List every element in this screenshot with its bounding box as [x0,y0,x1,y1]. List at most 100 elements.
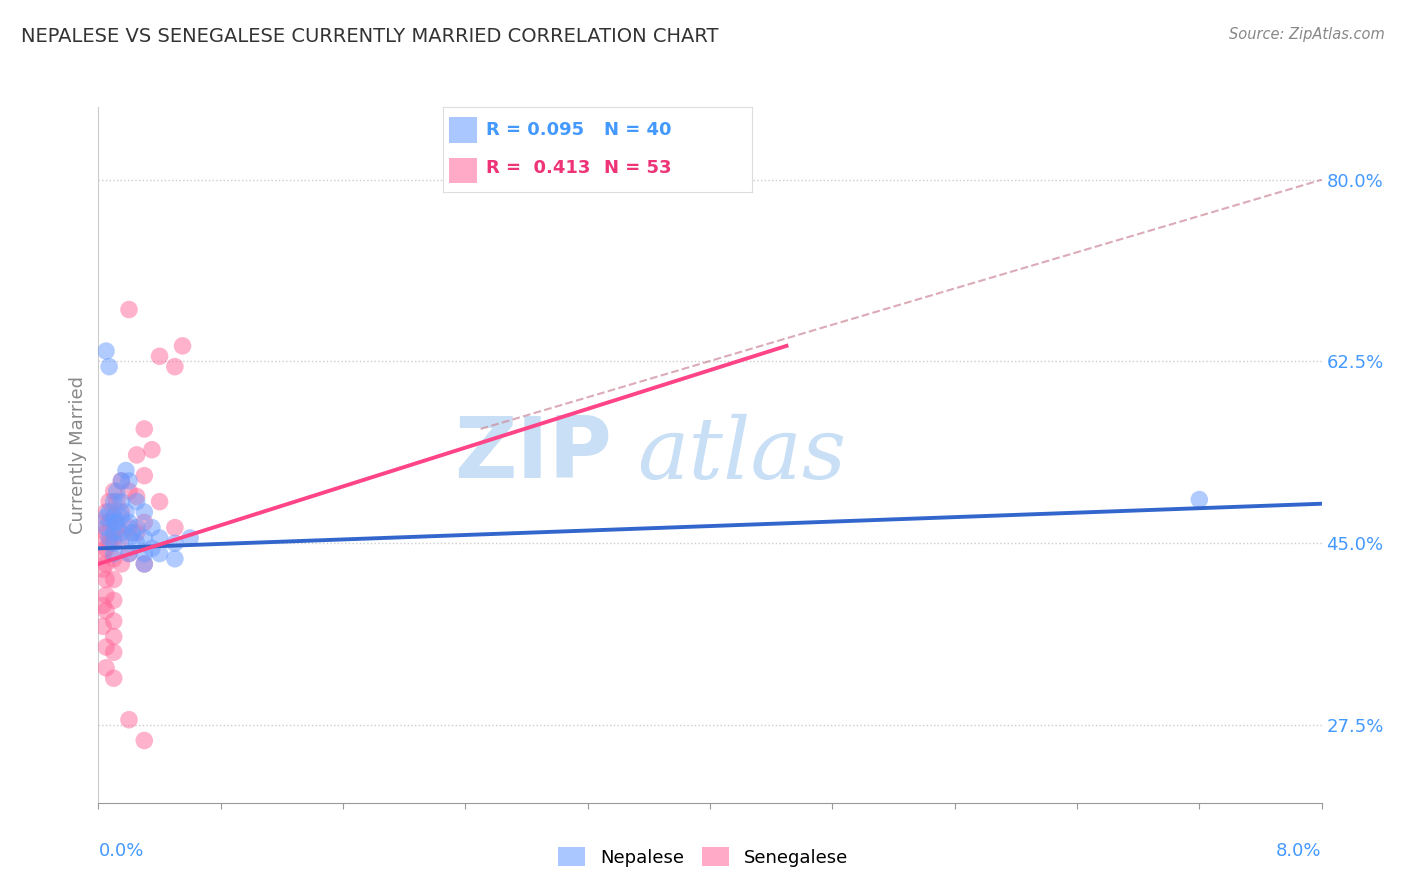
Point [94,573,117,587]
Point [110,510,132,524]
Point [103,516,125,530]
Point [118,484,141,499]
Point [134,557,156,571]
Point [141,442,163,457]
Point [103,614,125,628]
Point [98,505,121,519]
Point [103,531,125,545]
Point [91,619,114,633]
Text: ZIP: ZIP [454,413,612,497]
Point [94,604,117,618]
Point [98,359,121,374]
Point [110,525,132,540]
Point [98,531,121,545]
Point [134,468,156,483]
Point [125,494,148,508]
Point [103,525,125,540]
Point [91,547,114,561]
Text: 8.0%: 8.0% [1277,842,1322,860]
Point [134,531,156,545]
Y-axis label: Currently Married: Currently Married [69,376,87,534]
Point [103,494,125,508]
Point [91,562,114,576]
Text: N = 40: N = 40 [603,121,671,139]
Point [105,494,128,508]
Point [105,520,128,534]
Point [118,713,141,727]
Point [118,516,141,530]
Point [103,593,125,607]
Point [98,516,121,530]
Point [110,531,132,545]
Point [94,661,117,675]
FancyBboxPatch shape [449,117,477,143]
Point [125,520,148,534]
Point [125,490,148,504]
Point [110,505,132,519]
Point [103,630,125,644]
Point [103,510,125,524]
Point [103,484,125,499]
Point [118,547,141,561]
Point [163,520,186,534]
Point [118,302,141,317]
Text: atlas: atlas [637,414,846,496]
Point [103,671,125,685]
Point [115,505,138,519]
Point [110,557,132,571]
Point [110,474,132,488]
Point [94,557,117,571]
Point [134,516,156,530]
Point [134,733,156,747]
Point [110,494,132,508]
Point [149,349,172,363]
Point [98,536,121,550]
Point [103,547,125,561]
Point [179,531,201,545]
Point [115,463,138,477]
Text: N = 53: N = 53 [603,159,671,177]
Point [141,541,163,556]
Point [134,557,156,571]
Point [134,422,156,436]
Text: Source: ZipAtlas.com: Source: ZipAtlas.com [1229,27,1385,42]
Point [91,599,114,613]
Point [91,516,114,530]
Point [105,516,128,530]
Point [110,474,132,488]
Point [163,536,186,550]
Point [163,359,186,374]
Point [172,339,194,353]
Point [163,551,186,566]
Point [91,531,114,545]
Text: R = 0.095: R = 0.095 [486,121,585,139]
Point [94,520,117,534]
Point [98,494,121,508]
Text: R =  0.413: R = 0.413 [486,159,591,177]
FancyBboxPatch shape [449,158,477,183]
Point [94,344,117,359]
Point [134,505,156,519]
Point [94,525,117,540]
Point [118,520,141,534]
Point [118,531,141,545]
Text: 0.0%: 0.0% [98,842,143,860]
Point [105,484,128,499]
Text: NEPALESE VS SENEGALESE CURRENTLY MARRIED CORRELATION CHART: NEPALESE VS SENEGALESE CURRENTLY MARRIED… [21,27,718,45]
Point [134,547,156,561]
Point [125,448,148,462]
Point [141,520,163,534]
Point [94,510,117,524]
Point [103,573,125,587]
Point [94,541,117,556]
Point [103,645,125,659]
Point [125,536,148,550]
Point [103,536,125,550]
Point [149,494,172,508]
Point [103,510,125,524]
Point [149,547,172,561]
Point [118,474,141,488]
Point [149,531,172,545]
Legend: Nepalese, Senegalese: Nepalese, Senegalese [551,840,855,874]
Point [94,505,117,519]
